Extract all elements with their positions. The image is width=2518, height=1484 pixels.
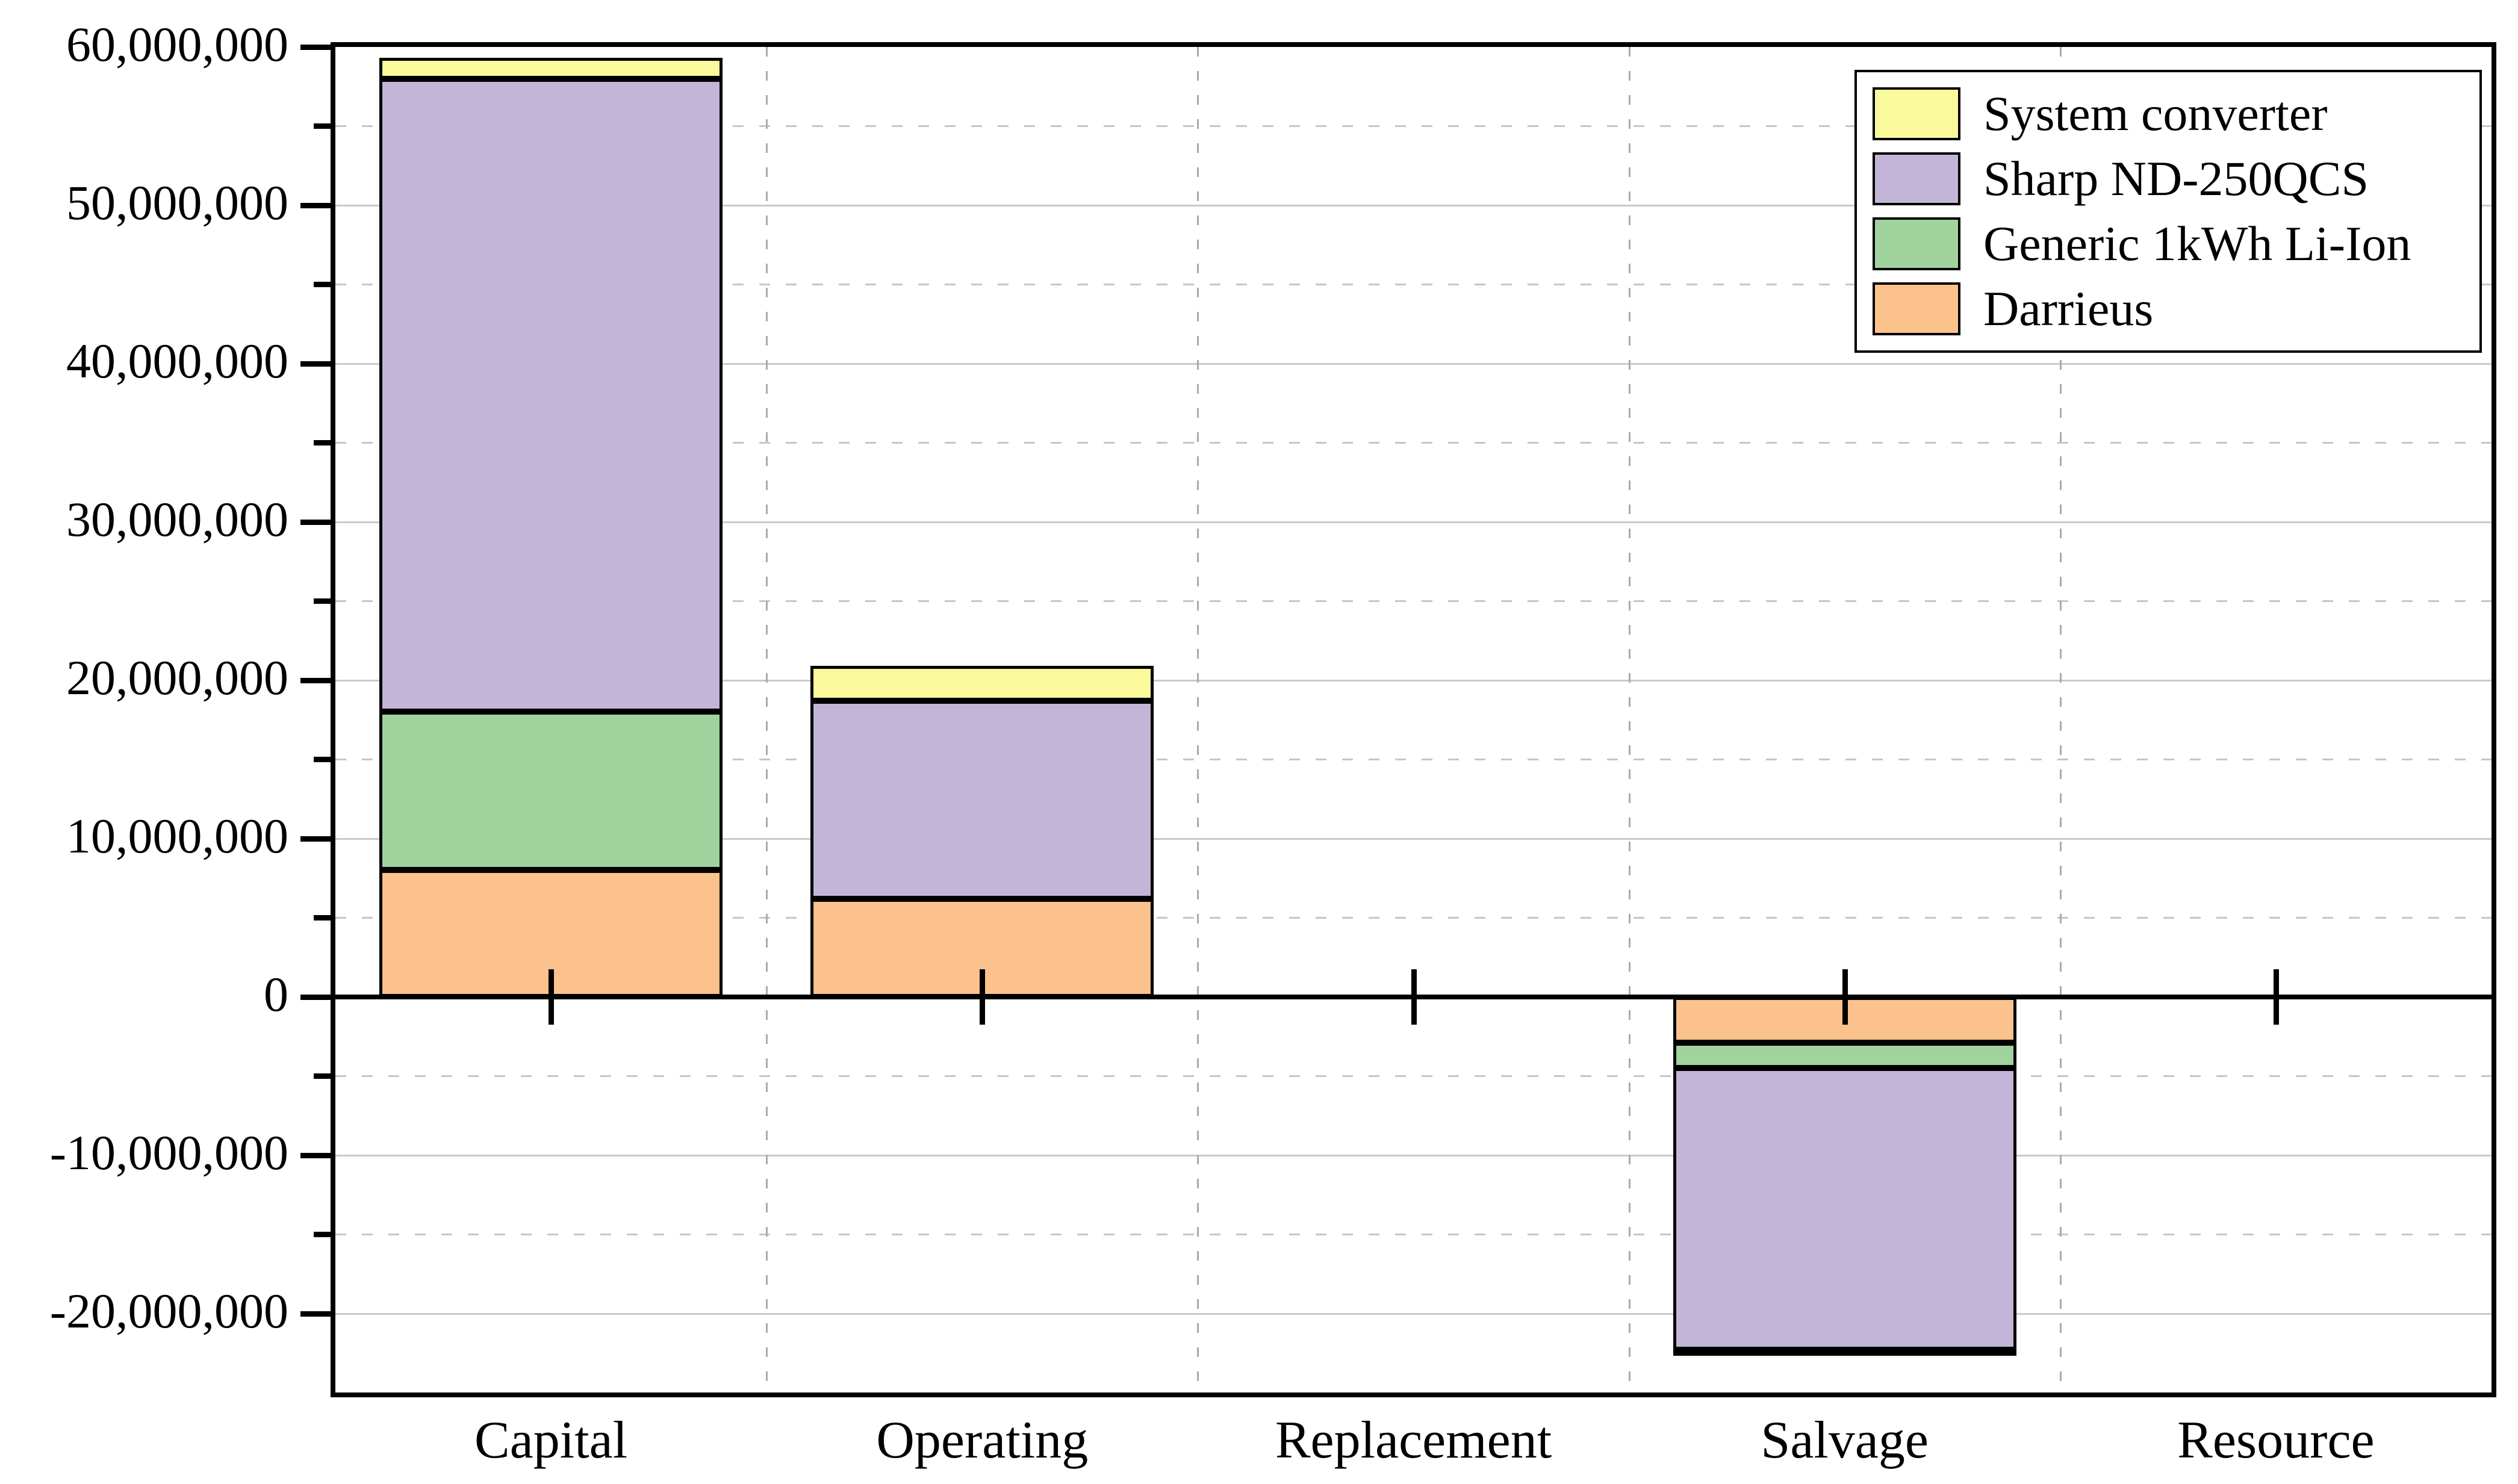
x-axis-tick bbox=[1411, 969, 1417, 1025]
legend-label: System converter bbox=[1983, 86, 2328, 141]
y-axis-minor-tick bbox=[314, 1232, 331, 1238]
bar-segment-sharp-nd-250qcs bbox=[1673, 1067, 2016, 1350]
y-axis-major-tick bbox=[300, 1152, 331, 1158]
y-axis-major-tick bbox=[300, 1311, 331, 1317]
x-axis-category-label: Salvage bbox=[1761, 1411, 1929, 1470]
minor-gridline bbox=[335, 1234, 2492, 1236]
y-axis-tick-label: 10,000,000 bbox=[66, 808, 288, 863]
y-axis-minor-tick bbox=[314, 915, 331, 921]
legend-swatch-icon bbox=[1873, 152, 1960, 205]
minor-gridline bbox=[335, 600, 2492, 603]
category-boundary-gridline bbox=[1197, 47, 1199, 1392]
legend-label: Generic 1kWh Li-Ion bbox=[1983, 216, 2411, 271]
y-axis-major-tick bbox=[300, 361, 331, 367]
y-axis-tick-label: 0 bbox=[264, 966, 288, 1022]
plot-border bbox=[331, 42, 2496, 1397]
bar-segment-system-converter bbox=[1673, 1350, 2016, 1356]
x-axis-tick bbox=[549, 969, 555, 1025]
y-axis-minor-tick bbox=[314, 440, 331, 446]
y-axis-major-tick bbox=[300, 836, 331, 842]
y-axis-minor-tick bbox=[314, 598, 331, 604]
legend-swatch-icon bbox=[1873, 217, 1960, 270]
bar-segment-sharp-nd-250qcs bbox=[810, 700, 1154, 899]
y-axis-major-tick bbox=[300, 994, 331, 1000]
minor-gridline bbox=[335, 442, 2492, 444]
y-axis-tick-label: 40,000,000 bbox=[66, 334, 288, 389]
y-axis-minor-tick bbox=[314, 282, 331, 288]
x-axis-tick bbox=[980, 969, 986, 1025]
x-axis-tick bbox=[2273, 969, 2279, 1025]
y-axis-minor-tick bbox=[314, 123, 331, 129]
minor-gridline bbox=[335, 917, 2492, 919]
y-axis-minor-tick bbox=[314, 1073, 331, 1079]
legend-item: System converter bbox=[1873, 85, 2473, 142]
x-axis-category-label: Resource bbox=[2177, 1411, 2375, 1470]
minor-gridline bbox=[335, 284, 2492, 286]
minor-gridline bbox=[335, 1075, 2492, 1078]
x-axis-tick bbox=[1842, 969, 1848, 1025]
major-gridline bbox=[335, 837, 2492, 840]
y-axis-minor-tick bbox=[314, 757, 331, 763]
minor-gridline bbox=[335, 125, 2492, 128]
category-boundary-gridline bbox=[2059, 47, 2062, 1392]
legend-swatch-icon bbox=[1873, 87, 1960, 140]
bar-segment-sharp-nd-250qcs bbox=[379, 78, 723, 712]
major-gridline bbox=[335, 204, 2492, 206]
y-axis-major-tick bbox=[300, 677, 331, 683]
x-axis-category-label: Replacement bbox=[1275, 1411, 1552, 1470]
y-axis-tick-label: 30,000,000 bbox=[66, 492, 288, 547]
legend-swatch-icon bbox=[1873, 282, 1960, 335]
bar-segment-system-converter bbox=[379, 58, 723, 79]
y-axis-tick-label: 50,000,000 bbox=[66, 175, 288, 231]
y-axis-tick-label: -10,000,000 bbox=[49, 1125, 288, 1180]
bar-segment-system-converter bbox=[810, 666, 1154, 701]
legend-item: Generic 1kWh Li-Ion bbox=[1873, 216, 2473, 272]
x-axis-category-label: Operating bbox=[876, 1411, 1089, 1470]
bar-segment-generic-1kwh-li-ion bbox=[379, 712, 723, 871]
bar-segment-generic-1kwh-li-ion bbox=[1673, 1042, 2016, 1068]
legend-item: Sharp ND-250QCS bbox=[1873, 151, 2473, 207]
y-axis-major-tick bbox=[300, 519, 331, 525]
x-axis-category-label: Capital bbox=[474, 1411, 628, 1470]
legend: System converter Sharp ND-250QCS Generic 1… bbox=[1854, 70, 2482, 353]
major-gridline bbox=[335, 521, 2492, 523]
major-gridline bbox=[335, 1154, 2492, 1156]
major-gridline bbox=[335, 679, 2492, 681]
major-gridline bbox=[335, 362, 2492, 365]
category-boundary-gridline bbox=[766, 47, 768, 1392]
y-axis-tick-label: 20,000,000 bbox=[66, 650, 288, 705]
major-gridline bbox=[335, 1312, 2492, 1315]
minor-gridline bbox=[335, 759, 2492, 761]
y-axis-major-tick bbox=[300, 45, 331, 50]
y-axis-tick-label: 60,000,000 bbox=[66, 17, 288, 72]
legend-item: Darrieus bbox=[1873, 281, 2473, 337]
y-axis-tick-label: -20,000,000 bbox=[49, 1283, 288, 1338]
legend-label: Sharp ND-250QCS bbox=[1983, 151, 2369, 206]
category-boundary-gridline bbox=[1628, 47, 1630, 1392]
y-axis-major-tick bbox=[300, 202, 331, 208]
legend-label: Darrieus bbox=[1983, 281, 2154, 336]
